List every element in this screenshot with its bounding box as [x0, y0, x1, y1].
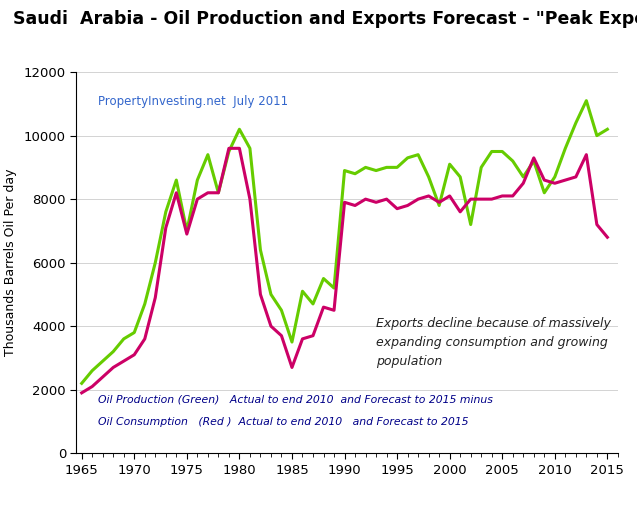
Y-axis label: Thousands Barrels Oil Per day: Thousands Barrels Oil Per day: [4, 169, 17, 356]
Text: Exports decline because of massively
expanding consumption and growing
populatio: Exports decline because of massively exp…: [376, 317, 611, 368]
Text: Oil Production (Green)   Actual to end 2010  and Forecast to 2015 minus: Oil Production (Green) Actual to end 201…: [98, 394, 493, 404]
Text: Oil Consumption   (Red )  Actual to end 2010   and Forecast to 2015: Oil Consumption (Red ) Actual to end 201…: [98, 417, 469, 427]
Text: Saudi  Arabia - Oil Production and Exports Forecast - "Peak Exports": Saudi Arabia - Oil Production and Export…: [13, 10, 637, 28]
Text: PropertyInvesting.net  July 2011: PropertyInvesting.net July 2011: [98, 95, 288, 108]
